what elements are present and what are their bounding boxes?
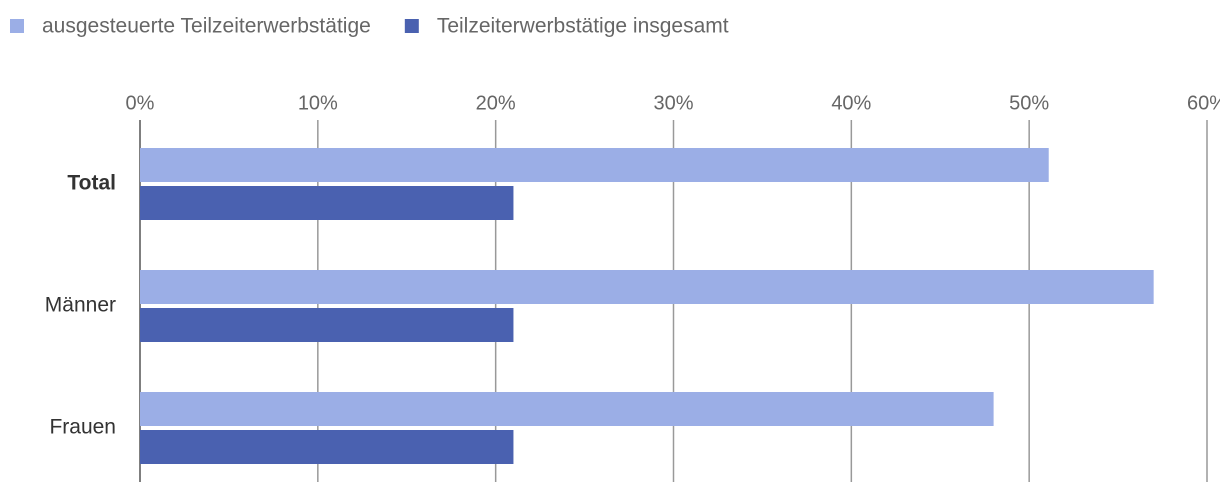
legend-swatch (10, 19, 24, 33)
y-tick-label: Frauen (49, 416, 116, 439)
x-tick-label: 60% (1187, 92, 1220, 114)
bar (140, 308, 514, 342)
bar (140, 392, 994, 426)
x-tick-label: 50% (1009, 92, 1049, 114)
x-tick-label: 20% (476, 92, 516, 114)
bar (140, 186, 514, 220)
x-tick-label: 0% (126, 92, 155, 114)
x-tick-label: 40% (831, 92, 871, 114)
legend-label: Teilzeiterwerbstätige insgesamt (437, 15, 729, 38)
y-tick-label: Total (67, 172, 116, 195)
legend-label: ausgesteuerte Teilzeiterwerbstätige (42, 15, 371, 38)
x-tick-label: 30% (653, 92, 693, 114)
y-tick-label: Männer (45, 294, 116, 317)
bar (140, 430, 514, 464)
bar (140, 270, 1154, 304)
legend-swatch (404, 19, 419, 33)
bar (140, 148, 1049, 182)
x-tick-label: 10% (298, 92, 338, 114)
